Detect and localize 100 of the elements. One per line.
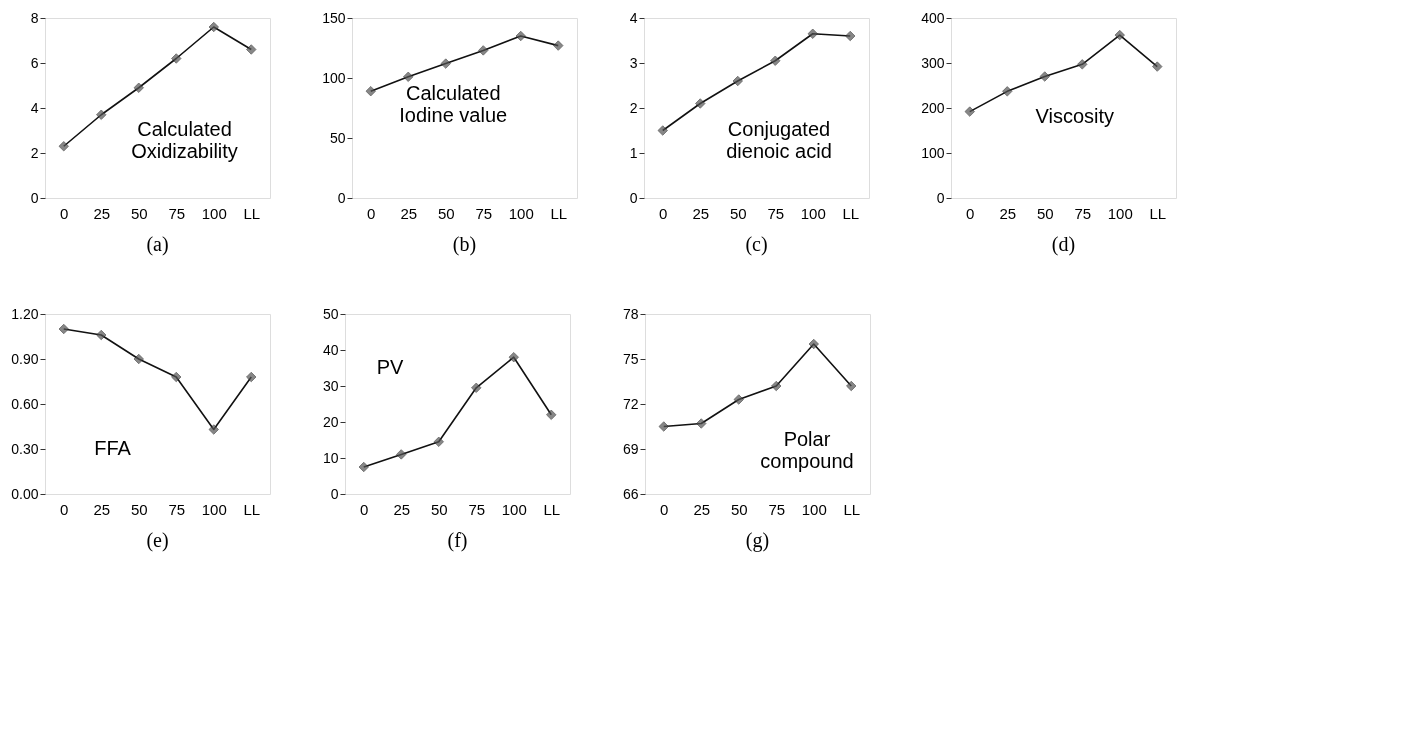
x-tick-label: 0 — [360, 500, 369, 518]
x-tick-label: LL — [842, 204, 860, 222]
text: (a) — [146, 233, 169, 256]
y-tick-label: 0.60 — [11, 395, 39, 412]
point — [471, 382, 482, 393]
x-tick-label: 100 — [801, 500, 827, 518]
x-tick-label: 75 — [767, 204, 785, 222]
text: (d) — [1051, 233, 1076, 256]
point — [695, 98, 706, 109]
point — [508, 352, 519, 363]
x-tick-label: 25 — [93, 204, 111, 222]
x-tick-label: LL — [543, 500, 561, 518]
y-tick-label: 3 — [629, 54, 638, 71]
x-tick-label: 75 — [1074, 204, 1092, 222]
x-tick-label: 100 — [1107, 204, 1133, 222]
annotation: FFA — [94, 437, 132, 459]
point — [133, 82, 144, 93]
point — [1039, 71, 1050, 82]
point — [696, 418, 707, 429]
y-tick-label: 6 — [30, 54, 39, 71]
y-tick-label: 0.00 — [11, 485, 39, 502]
y-tick-label: 4 — [30, 99, 39, 116]
point — [807, 28, 818, 39]
text: (f) — [447, 529, 468, 552]
text: (e) — [146, 529, 169, 552]
x-tick-label: 100 — [501, 500, 527, 518]
y-tick-label: 0 — [629, 189, 638, 206]
x-tick-label: 50 — [430, 500, 448, 518]
annotation: Viscosity — [1035, 105, 1115, 127]
y-tick-label: 10 — [322, 449, 339, 466]
x-tick-label: 100 — [201, 500, 227, 518]
y-tick-label: 100 — [322, 69, 346, 86]
point — [208, 21, 219, 33]
x-tick-label: 0 — [660, 500, 669, 518]
y-tick-label: 4 — [629, 9, 638, 26]
x-tick-label: 50 — [437, 204, 455, 222]
point — [440, 58, 451, 69]
y-tick-label: 30 — [322, 377, 339, 394]
x-tick-label: 75 — [168, 204, 186, 222]
y-tick-label: 0.90 — [11, 350, 39, 367]
point — [478, 45, 489, 56]
point — [396, 449, 407, 460]
point — [1002, 86, 1013, 97]
x-tick-label: 50 — [729, 204, 747, 222]
text: (g) — [745, 529, 770, 552]
y-tick-label: 100 — [921, 144, 945, 161]
x-tick-label: 50 — [730, 500, 748, 518]
y-tick-label: 0 — [936, 189, 945, 206]
point — [58, 141, 69, 152]
point — [96, 109, 107, 120]
x-tick-label: 25 — [393, 500, 411, 518]
y-tick-label: 150 — [322, 9, 346, 26]
y-tick-label: 0 — [330, 485, 339, 502]
y-tick-label: 20 — [322, 413, 339, 430]
x-tick-label: LL — [550, 204, 568, 222]
annotation: Calculated Iodine value — [399, 81, 508, 126]
point — [1077, 59, 1088, 70]
y-tick-label: 2 — [629, 99, 638, 116]
point — [96, 329, 107, 341]
x-tick-label: 100 — [508, 204, 534, 222]
y-tick-label: 69 — [622, 440, 639, 457]
y-tick-label: 66 — [622, 485, 639, 502]
point — [732, 75, 743, 87]
y-tick-label: 2 — [30, 144, 39, 161]
point — [171, 371, 182, 383]
text: (b) — [452, 233, 477, 256]
x-tick-label: 25 — [999, 204, 1017, 222]
point — [658, 421, 669, 432]
y-tick-label: 200 — [921, 99, 945, 116]
point — [171, 53, 182, 64]
y-tick-label: 50 — [329, 129, 346, 146]
x-tick-label: 25 — [692, 204, 710, 222]
point — [1152, 61, 1163, 72]
x-tick-label: 50 — [1036, 204, 1054, 222]
point — [208, 424, 219, 435]
x-tick-label: LL — [843, 500, 861, 518]
point — [133, 353, 144, 365]
point — [515, 30, 526, 42]
point — [1114, 29, 1125, 41]
point — [553, 40, 564, 51]
annotation: Calculated Oxidizability — [131, 117, 238, 162]
annotation: PV — [376, 356, 404, 378]
x-tick-label: 0 — [60, 204, 69, 222]
point — [246, 44, 257, 55]
point — [845, 30, 856, 42]
y-tick-label: 50 — [322, 305, 339, 322]
point — [546, 409, 557, 420]
point — [733, 394, 744, 405]
point — [365, 86, 376, 97]
point — [433, 436, 444, 447]
x-tick-label: 50 — [130, 500, 148, 518]
point — [964, 106, 975, 117]
point — [58, 323, 69, 335]
x-tick-label: 75 — [468, 500, 486, 518]
y-tick-label: 0 — [337, 189, 346, 206]
y-tick-label: 40 — [322, 341, 339, 358]
y-tick-label: 78 — [622, 305, 639, 322]
x-tick-label: LL — [243, 204, 261, 222]
point — [808, 338, 819, 350]
annotation: Polar compound — [760, 428, 854, 472]
